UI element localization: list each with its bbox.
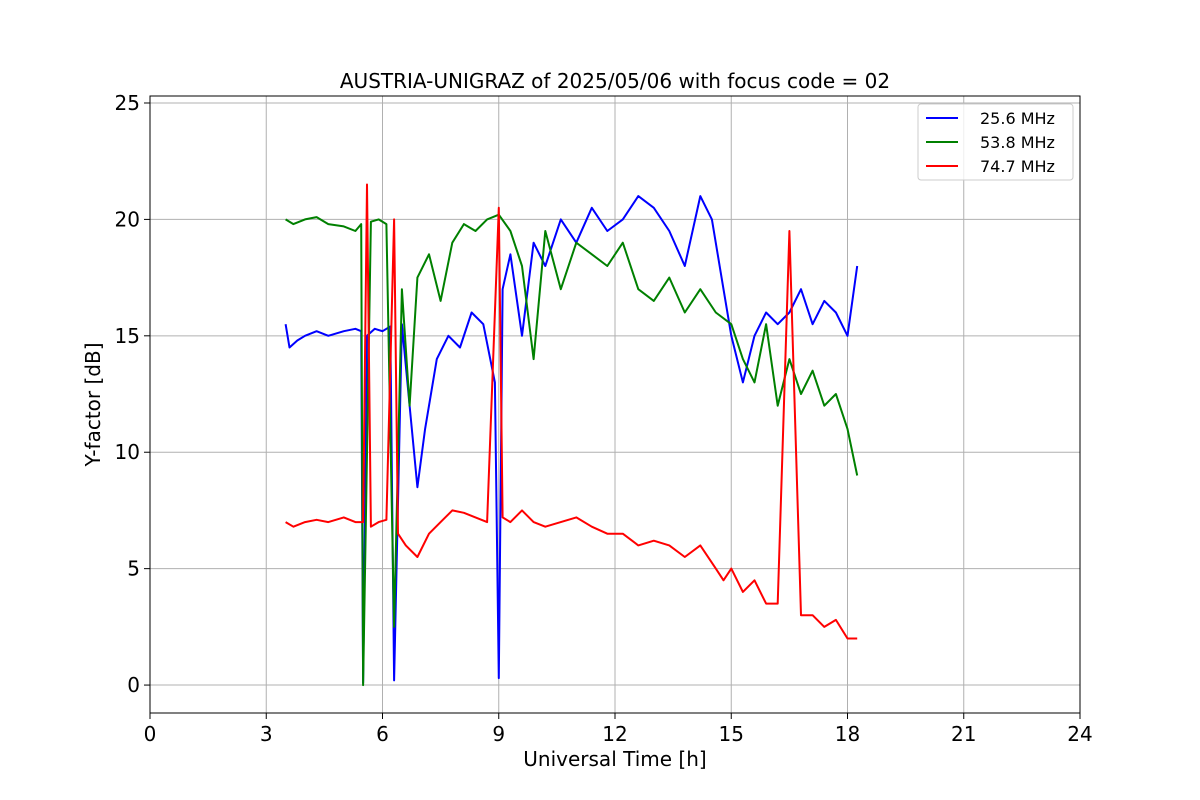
- x-tick-label: 9: [492, 722, 505, 746]
- y-tick-label: 20: [115, 207, 140, 231]
- legend-label-1: 25.6 MHz: [980, 109, 1055, 128]
- x-axis-label: Universal Time [h]: [523, 747, 706, 771]
- legend-label-3: 74.7 MHz: [980, 157, 1055, 176]
- y-axis-label: Y-factor [dB]: [81, 342, 105, 467]
- grid: [149, 96, 1081, 713]
- y-tick-label: 10: [115, 440, 140, 464]
- legend-box: [917, 103, 1074, 181]
- y-tick-label: 5: [127, 557, 140, 581]
- legend: 25.6 MHz 53.8 MHz 74.7 MHz: [917, 103, 1074, 181]
- series-line-1: [284, 195, 859, 684]
- x-tick-label: 6: [376, 722, 389, 746]
- x-tick-label: 18: [835, 722, 860, 746]
- x-tick-label: 12: [602, 722, 627, 746]
- series-line-2: [285, 213, 859, 687]
- x-tick-label: 3: [260, 722, 273, 746]
- legend-label-2: 53.8 MHz: [980, 133, 1055, 152]
- x-tick-label: 21: [951, 722, 976, 746]
- x-tick-label: 24: [1067, 722, 1092, 746]
- ticks: 0 3 6 9 12 15 18 21 24 0 5 10 15 20 25: [115, 91, 1093, 746]
- y-tick-label: 25: [115, 91, 140, 115]
- x-tick-label: 15: [719, 722, 744, 746]
- series-layer: [284, 183, 859, 687]
- series-line-3: [285, 183, 858, 640]
- x-tick-label: 0: [144, 722, 157, 746]
- chart-title: AUSTRIA-UNIGRAZ of 2025/05/06 with focus…: [340, 69, 890, 93]
- y-tick-label: 15: [115, 324, 140, 348]
- y-tick-label: 0: [127, 673, 140, 697]
